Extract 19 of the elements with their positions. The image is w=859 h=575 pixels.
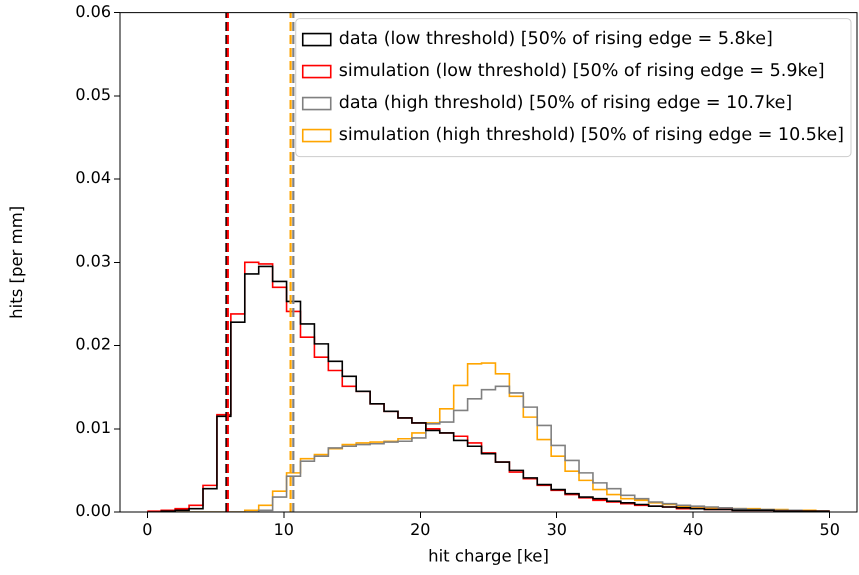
legend-label: data (low threshold) [50% of rising edge = 5.8ke] xyxy=(338,29,773,50)
legend-label: data (high threshold) [50% of rising edge = 10.7ke] xyxy=(338,93,792,114)
legend-label: simulation (high threshold) [50% of rising edge = 10.5ke] xyxy=(338,125,844,146)
x-tick-label: 10 xyxy=(274,520,294,539)
y-tick-label: 0.00 xyxy=(75,501,111,520)
y-tick-label: 0.01 xyxy=(75,418,111,437)
y-tick-label: 0.06 xyxy=(75,2,111,21)
y-tick-label: 0.02 xyxy=(75,334,111,354)
x-tick-label: 30 xyxy=(546,520,567,539)
x-tick-label: 40 xyxy=(683,520,704,539)
x-tick-label: 0 xyxy=(142,520,152,539)
y-tick-label: 0.05 xyxy=(75,84,111,104)
x-axis-title: hit charge [ke] xyxy=(428,546,549,566)
legend-label: simulation (low threshold) [50% of rising edge = 5.9ke] xyxy=(338,61,825,82)
x-tick-label: 50 xyxy=(820,520,840,539)
y-tick-label: 0.03 xyxy=(75,251,111,270)
y-axis-title: hits [per mm] xyxy=(7,206,26,319)
y-tick-label: 0.04 xyxy=(75,168,111,188)
x-tick-label: 20 xyxy=(410,520,430,539)
